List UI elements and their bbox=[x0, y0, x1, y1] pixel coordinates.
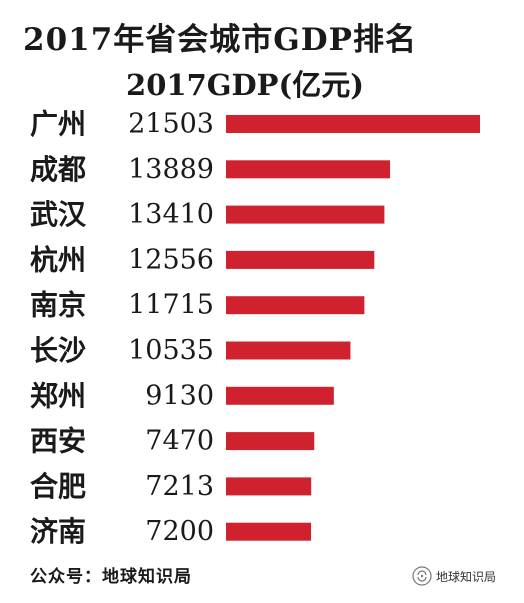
value-label: 11715 bbox=[128, 290, 214, 321]
bar bbox=[226, 296, 365, 315]
value-label: 9130 bbox=[145, 380, 214, 411]
bar bbox=[226, 115, 480, 133]
category-label: 成都 bbox=[30, 153, 86, 186]
bar bbox=[226, 160, 391, 179]
footer-credit: 公众号：地球知识局 bbox=[30, 567, 192, 587]
chart-title: 2017年省会城市GDP排名 bbox=[23, 22, 417, 58]
watermark-label: 地球知识局 bbox=[436, 569, 497, 584]
bar bbox=[226, 205, 385, 224]
chart-subtitle: 2017GDP(亿元) bbox=[126, 68, 364, 102]
bar bbox=[226, 386, 334, 405]
category-label: 广州 bbox=[30, 108, 86, 141]
bar bbox=[226, 341, 351, 360]
category-label: 武汉 bbox=[30, 198, 87, 231]
bar bbox=[226, 477, 312, 496]
bar-chart: 广州 21503 成都 13889 武汉 13410 杭州 12556 南京 11715 长沙 105… bbox=[30, 108, 480, 548]
bar bbox=[226, 432, 315, 451]
value-label: 21503 bbox=[128, 109, 214, 140]
category-label: 南京 bbox=[30, 289, 86, 322]
value-label: 10535 bbox=[128, 335, 214, 366]
category-label: 杭州 bbox=[30, 243, 86, 276]
category-label: 郑州 bbox=[30, 379, 86, 412]
value-label: 13410 bbox=[128, 199, 214, 230]
bar bbox=[226, 250, 375, 269]
value-label: 12556 bbox=[128, 244, 214, 275]
value-label: 7200 bbox=[145, 516, 214, 547]
value-label: 13889 bbox=[128, 154, 214, 185]
category-label: 西安 bbox=[30, 425, 86, 458]
value-label: 7213 bbox=[145, 471, 214, 502]
bar bbox=[226, 522, 312, 541]
wechat-logo-icon bbox=[412, 566, 432, 586]
category-label: 合肥 bbox=[30, 470, 86, 503]
value-label: 7470 bbox=[145, 426, 214, 457]
category-label: 长沙 bbox=[30, 334, 86, 367]
category-label: 济南 bbox=[30, 515, 86, 548]
watermark: 地球知识局 bbox=[412, 566, 496, 586]
